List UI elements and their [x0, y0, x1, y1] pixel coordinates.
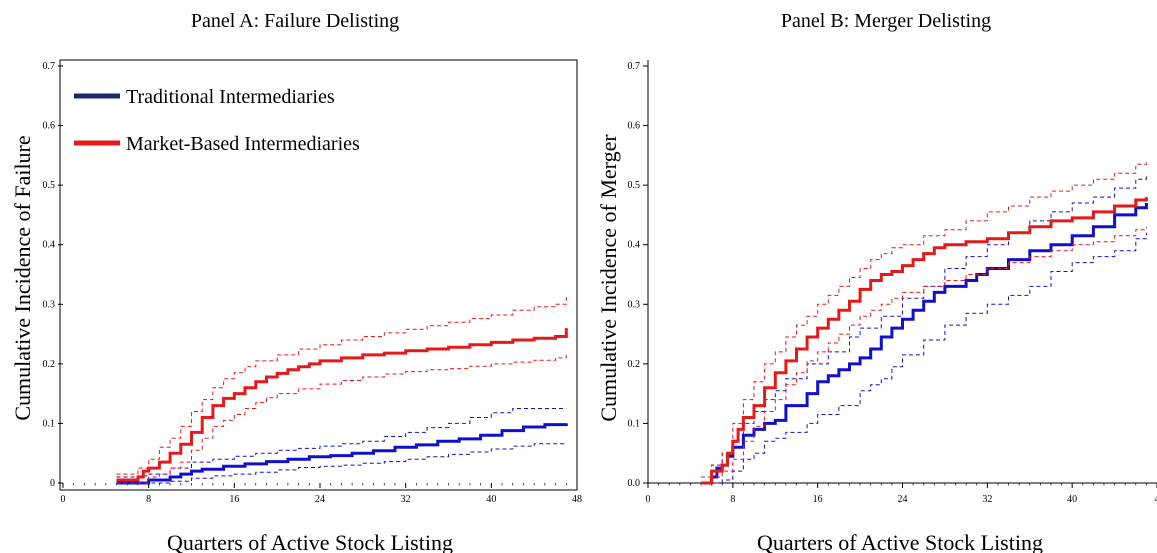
panel-b-x-tick-label: 8 — [730, 494, 735, 505]
panel-a-x-tick-label: 32 — [401, 494, 411, 505]
panel-a: Panel A: Failure Delisting Cumulative In… — [10, 10, 582, 553]
panel-a-x-tick-label: 8 — [146, 494, 151, 505]
panel-b-y-tick-label: 0.4 — [628, 240, 641, 251]
panel-b-series-traditional-lower-bound — [701, 232, 1147, 484]
panel-a-y-tick-label: 0 — [50, 478, 55, 489]
panel-b: Panel B: Merger Delisting Cumulative Inc… — [596, 10, 1157, 553]
panel-a-series-market-based-upper-bound — [116, 295, 567, 475]
panel-a-series-market-based-intermediaries — [116, 328, 568, 482]
panel-a-series-traditional-lower-bound — [116, 443, 567, 484]
panel-a-y-axis: 0 0.1 0.2 0.3 0.4 0.5 0.6 0.7 — [43, 61, 63, 489]
panel-a-title: Panel A: Failure Delisting — [191, 10, 399, 32]
panel-a-x-tick-label: 40 — [486, 494, 496, 505]
panel-b-x-tick-label: 16 — [813, 494, 823, 505]
panel-b-x-axis-title: Quarters of Active Stock Listing — [757, 530, 1043, 553]
panel-b-y-tick-label: 0.6 — [628, 121, 641, 132]
panel-b-y-tick-label: 0.2 — [628, 359, 641, 370]
panel-b-x-tick-label: 32 — [982, 494, 992, 505]
panel-a-plot-frame — [59, 59, 578, 491]
panel-b-y-tick-label: 0.5 — [628, 180, 641, 191]
panel-b-y-tick-label: 0.0 — [628, 478, 641, 489]
panel-a-series-traditional-upper-bound — [116, 408, 567, 478]
panel-a-x-tick-label: 0 — [61, 494, 66, 505]
legend-label-market-based: Market-Based Intermediaries — [126, 133, 360, 155]
legend: Traditional Intermediaries Market-Based … — [74, 86, 360, 155]
panel-a-y-tick-label: 0.1 — [43, 418, 56, 429]
panel-a-x-axis: 0 8 16 24 32 40 48 — [61, 483, 582, 505]
panel-a-y-tick-label: 0.6 — [43, 121, 56, 132]
panel-b-x-axis: 0 8 16 24 32 40 4 — [646, 483, 1157, 505]
panel-a-x-axis-title: Quarters of Active Stock Listing — [167, 530, 453, 553]
panel-a-series-market-based-lower-bound — [116, 354, 567, 484]
panel-a-y-tick-label: 0.3 — [43, 299, 56, 310]
panel-b-series-traditional-upper-bound — [701, 173, 1147, 478]
legend-label-traditional: Traditional Intermediaries — [126, 86, 335, 108]
panel-b-series-market-based-lower-bound — [701, 226, 1147, 484]
panel-a-x-tick-label: 24 — [315, 494, 325, 505]
panel-a-x-tick-label: 16 — [229, 494, 239, 505]
panel-b-y-tick-label: 0.1 — [628, 418, 641, 429]
panel-b-x-tick-label: 0 — [646, 494, 651, 505]
panel-b-title: Panel B: Merger Delisting — [781, 10, 991, 32]
panel-b-x-tick-label: 24 — [898, 494, 908, 505]
panel-b-series-market-based-intermediaries — [701, 197, 1148, 485]
panel-a-y-tick-label: 0.7 — [43, 61, 56, 72]
panel-a-series-traditional-intermediaries — [116, 423, 568, 485]
panel-b-y-tick-label: 0.3 — [628, 299, 641, 310]
panel-b-x-tick-label: 40 — [1067, 494, 1077, 505]
panel-b-y-tick-label: 0.7 — [628, 61, 641, 72]
panel-a-series — [116, 295, 568, 485]
panel-a-y-tick-label: 0.5 — [43, 180, 56, 191]
panel-b-x-tick-label: 4 — [1155, 494, 1157, 505]
panel-b-y-axis-title: Cumulative Incidence of Merger — [596, 134, 621, 422]
panel-b-series-market-based-upper-bound — [701, 161, 1147, 478]
panel-a-y-tick-label: 0.2 — [43, 359, 56, 370]
panel-b-y-axis: 0.0 0.1 0.2 0.3 0.4 0.5 0.6 0.7 — [628, 61, 648, 489]
panel-a-y-axis-title: Cumulative Incidence of Failure — [10, 135, 35, 420]
panel-a-x-tick-label: 48 — [572, 494, 582, 505]
panel-a-y-tick-label: 0.4 — [43, 240, 56, 251]
panel-b-series — [701, 161, 1148, 485]
